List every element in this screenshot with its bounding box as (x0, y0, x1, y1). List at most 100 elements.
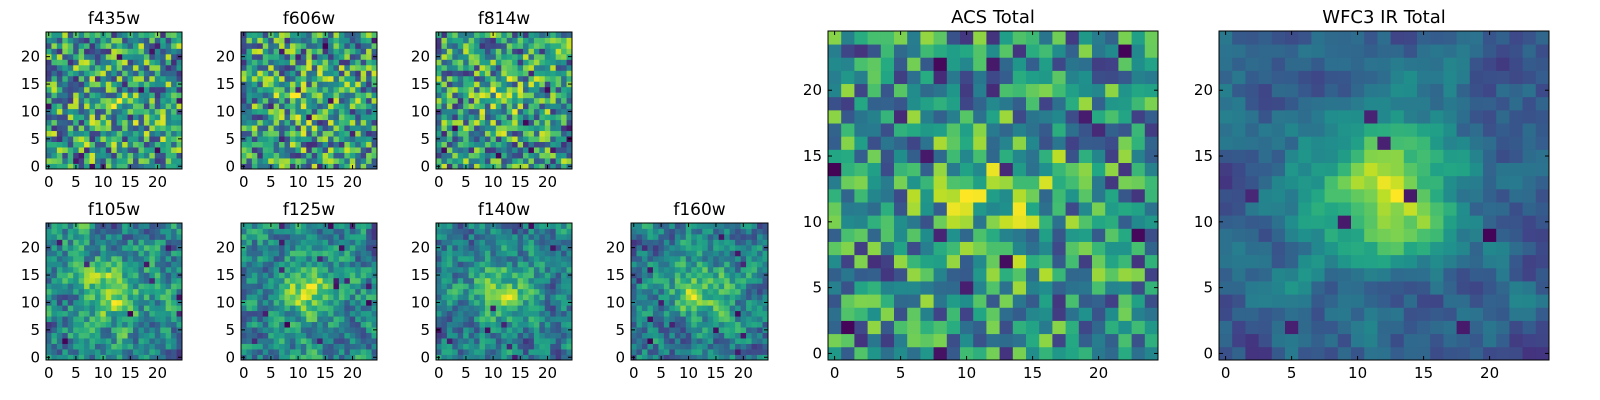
heatmap-cell (338, 223, 345, 229)
heatmap-cell (100, 152, 107, 159)
heatmap-cell (1144, 254, 1159, 269)
heatmap-cell (751, 343, 758, 350)
heatmap-cell (680, 338, 687, 344)
heatmap-cell (51, 299, 58, 306)
heatmap-cell (933, 162, 948, 177)
heatmap-cell (490, 130, 497, 137)
heatmap-cell (1078, 188, 1093, 203)
heatmap-cell (67, 53, 74, 60)
heatmap-cell (328, 163, 334, 170)
heatmap-cell (647, 343, 654, 350)
heatmap-cell (544, 338, 551, 344)
heatmap-cell (539, 86, 546, 93)
heatmap-cell (51, 53, 58, 60)
heatmap-cell (517, 288, 524, 295)
heatmap-cell (300, 152, 307, 159)
heatmap-cell (328, 266, 334, 273)
heatmap-cell (333, 141, 340, 148)
heatmap-cell (468, 114, 475, 121)
heatmap-cell (257, 338, 264, 344)
heatmap-cell (333, 272, 340, 279)
heatmap-cell (474, 163, 480, 170)
heatmap-cell (718, 310, 725, 317)
heatmap-cell (533, 338, 540, 344)
heatmap-cell (452, 152, 459, 159)
heatmap-cell (973, 202, 987, 216)
heatmap-cell (311, 125, 318, 132)
heatmap-cell (160, 294, 167, 301)
heatmap-cell (176, 283, 183, 290)
heatmap-cell (360, 244, 367, 251)
heatmap-cell (735, 228, 741, 235)
heatmap-cell (273, 343, 280, 350)
heatmap-cell (533, 125, 540, 132)
heatmap-cell (62, 32, 69, 38)
heatmap-cell (371, 37, 378, 44)
heatmap-cell (94, 272, 101, 279)
heatmap-cell (762, 294, 769, 301)
heatmap-cell (317, 42, 323, 49)
heatmap-cell (484, 223, 491, 229)
heatmap-cell (138, 42, 145, 49)
heatmap-cell (658, 233, 665, 240)
heatmap-cell (295, 288, 302, 295)
heatmap-cell (311, 316, 318, 323)
heatmap-cell (523, 136, 529, 142)
heatmap-cell (880, 241, 895, 256)
heatmap-cell (474, 332, 480, 339)
heatmap-cell (138, 354, 145, 361)
heatmap-cell (262, 310, 269, 317)
heatmap-cell (495, 114, 502, 121)
heatmap-cell (468, 332, 475, 339)
heatmap-cell (328, 310, 334, 317)
heatmap-cell (517, 97, 524, 104)
heatmap-cell (441, 272, 448, 279)
heatmap-cell (501, 305, 508, 312)
heatmap-cell (1105, 281, 1119, 295)
heatmap-cell (533, 75, 540, 82)
heatmap-cell (490, 305, 497, 312)
heatmap-cell (360, 97, 367, 104)
heatmap-cell (894, 228, 908, 242)
heatmap-cell (479, 75, 486, 82)
heatmap-cell (528, 48, 535, 55)
heatmap-cell (251, 37, 258, 44)
heatmap-cell (366, 130, 372, 137)
heatmap-cell (1065, 294, 1080, 308)
heatmap-cell (724, 343, 731, 350)
heatmap-cell (1118, 215, 1132, 229)
heatmap-cell (138, 108, 145, 115)
heatmap-cell (355, 310, 362, 317)
heatmap-cell (566, 114, 573, 121)
heatmap-cell (338, 119, 345, 126)
heatmap-cell (566, 332, 573, 339)
heatmap-cell (550, 86, 557, 93)
heatmap-cell (284, 272, 291, 279)
heatmap-cell (1012, 162, 1027, 177)
heatmap-cell (528, 327, 535, 333)
heatmap-cell (512, 332, 518, 339)
heatmap-cell (51, 97, 58, 104)
heatmap-cell (322, 59, 329, 66)
heatmap-cell (631, 338, 637, 344)
heatmap-cell (555, 42, 562, 49)
heatmap-cell (474, 250, 480, 257)
heatmap-cell (680, 239, 687, 246)
heatmap-cell (73, 125, 80, 132)
heatmap-cell (539, 119, 546, 126)
heatmap-cell (484, 261, 491, 268)
heatmap-cell (51, 64, 58, 71)
heatmap-cell (241, 86, 247, 93)
heatmap-cell (446, 64, 453, 71)
heatmap-cell (463, 327, 470, 333)
heatmap-cell (355, 152, 362, 159)
heatmap-cell (555, 163, 562, 170)
heatmap-cell (143, 310, 150, 317)
heatmap-cell (133, 114, 139, 121)
heatmap-cell (946, 281, 961, 295)
heatmap-cell (468, 305, 475, 312)
heatmap-cell (138, 92, 145, 99)
heatmap-cell (366, 114, 372, 121)
heatmap-cell (143, 59, 150, 66)
heatmap-cell (300, 48, 307, 55)
